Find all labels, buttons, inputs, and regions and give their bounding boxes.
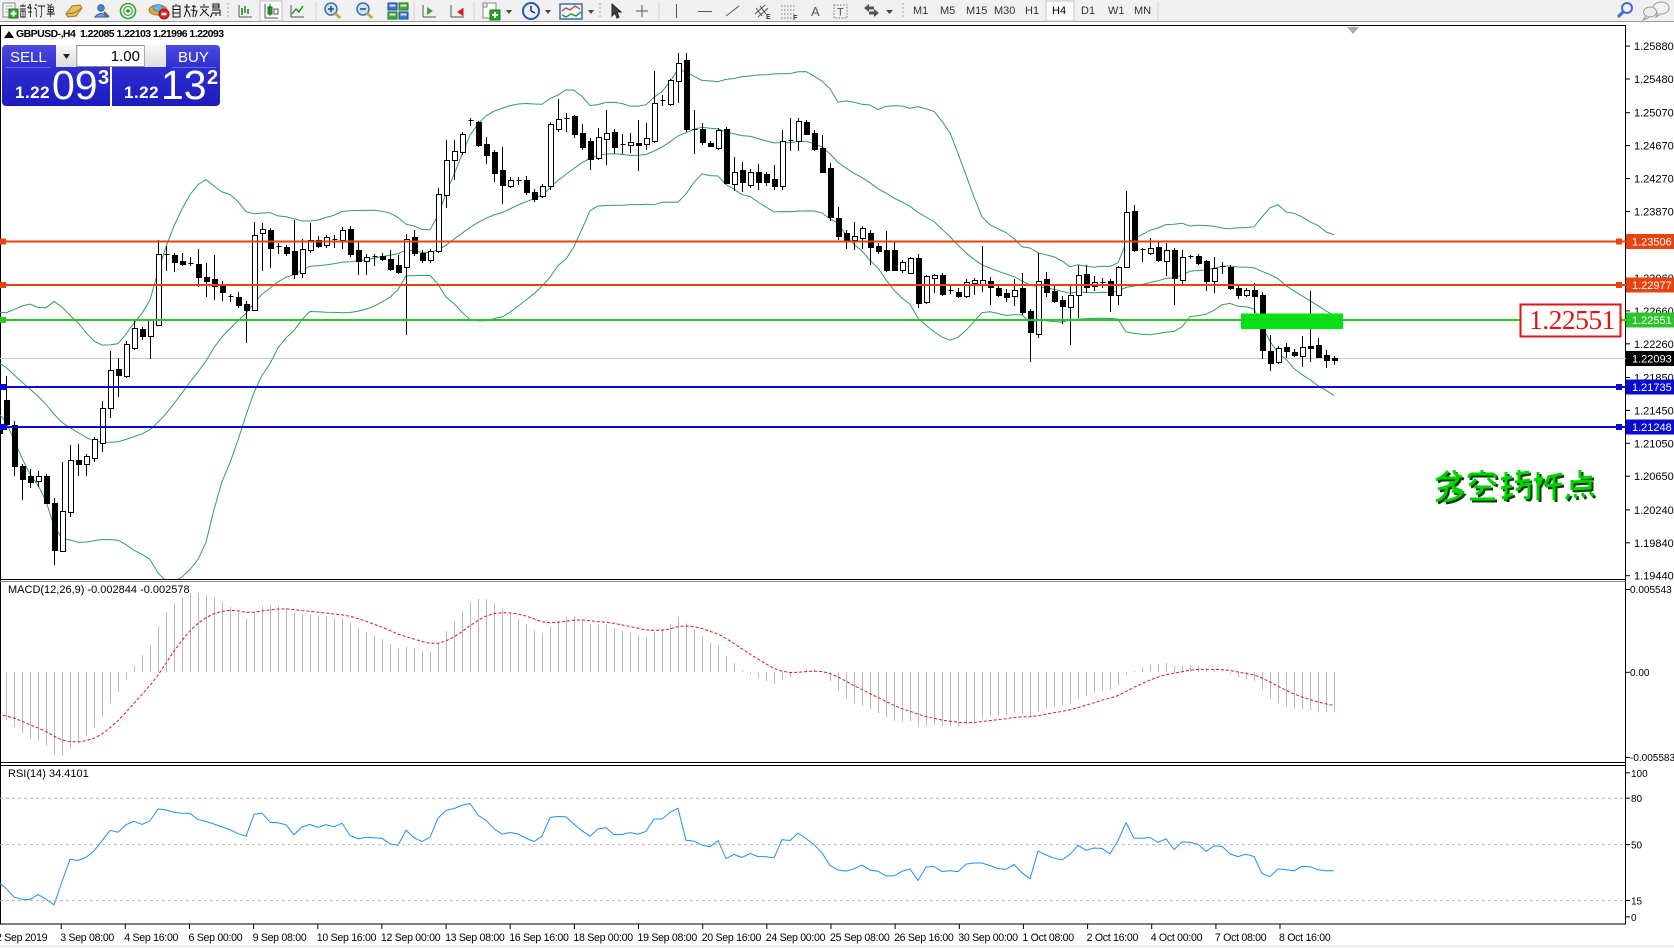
svg-text:1.19440: 1.19440: [1634, 571, 1674, 583]
svg-text:1.19840: 1.19840: [1634, 538, 1674, 550]
svg-text:7 Oct 08:00: 7 Oct 08:00: [1215, 932, 1267, 944]
svg-text:26 Sep 16:00: 26 Sep 16:00: [894, 932, 954, 944]
svg-text:1.25480: 1.25480: [1634, 74, 1674, 86]
svg-text:2 Oct 16:00: 2 Oct 16:00: [1087, 932, 1139, 944]
svg-text:0.005543: 0.005543: [1630, 585, 1672, 596]
svg-text:15: 15: [1631, 897, 1643, 908]
svg-text:1.23506: 1.23506: [1632, 237, 1672, 249]
svg-text:0: 0: [1631, 913, 1637, 924]
svg-text:1.22977: 1.22977: [1632, 280, 1672, 292]
svg-text:1.24270: 1.24270: [1634, 174, 1674, 186]
svg-text:1.25070: 1.25070: [1634, 108, 1674, 120]
svg-text:1.22551: 1.22551: [1529, 304, 1615, 335]
svg-text:1.22093: 1.22093: [1632, 354, 1672, 366]
svg-text:0.00: 0.00: [1630, 668, 1650, 679]
svg-text:19 Sep 08:00: 19 Sep 08:00: [638, 932, 698, 944]
svg-text:10 Sep 16:00: 10 Sep 16:00: [317, 932, 377, 944]
svg-text:1.22551: 1.22551: [1632, 315, 1672, 327]
svg-text:1.21248: 1.21248: [1632, 422, 1672, 434]
svg-text:3 Sep 08:00: 3 Sep 08:00: [60, 932, 114, 944]
svg-text:6 Sep 00:00: 6 Sep 00:00: [189, 932, 243, 944]
svg-text:50: 50: [1631, 841, 1643, 852]
svg-text:20 Sep 16:00: 20 Sep 16:00: [702, 932, 762, 944]
svg-text:2 Sep 2019: 2 Sep 2019: [0, 932, 48, 944]
svg-text:1.22260: 1.22260: [1634, 339, 1674, 351]
svg-text:8 Oct 16:00: 8 Oct 16:00: [1279, 932, 1331, 944]
svg-text:18 Sep 00:00: 18 Sep 00:00: [573, 932, 633, 944]
svg-text:F: F: [793, 15, 798, 22]
svg-text:1.23870: 1.23870: [1634, 206, 1674, 218]
svg-text:1.20240: 1.20240: [1634, 505, 1674, 517]
svg-text:1.24670: 1.24670: [1634, 141, 1674, 153]
svg-text:13 Sep 08:00: 13 Sep 08:00: [445, 932, 505, 944]
svg-text:E: E: [766, 14, 771, 21]
svg-text:1.21735: 1.21735: [1632, 382, 1672, 394]
svg-text:12 Sep 00:00: 12 Sep 00:00: [381, 932, 441, 944]
svg-text:4 Sep 16:00: 4 Sep 16:00: [124, 932, 178, 944]
svg-text:1.21450: 1.21450: [1634, 405, 1674, 417]
svg-text:4 Oct 00:00: 4 Oct 00:00: [1151, 932, 1203, 944]
svg-text:100: 100: [1631, 769, 1648, 780]
svg-text:16 Sep 16:00: 16 Sep 16:00: [509, 932, 569, 944]
svg-text:80: 80: [1631, 794, 1643, 805]
svg-text:1.21050: 1.21050: [1634, 438, 1674, 450]
svg-text:25 Sep 08:00: 25 Sep 08:00: [830, 932, 890, 944]
svg-text:30 Sep 00:00: 30 Sep 00:00: [958, 932, 1018, 944]
svg-text:T: T: [837, 7, 844, 19]
svg-text:1.20650: 1.20650: [1634, 471, 1674, 483]
svg-text:24 Sep 00:00: 24 Sep 00:00: [766, 932, 826, 944]
svg-text:A: A: [811, 4, 820, 19]
svg-text:1.25880: 1.25880: [1634, 41, 1674, 53]
svg-text:9 Sep 08:00: 9 Sep 08:00: [253, 932, 307, 944]
svg-text:-0.005583: -0.005583: [1630, 753, 1674, 764]
svg-text:1 Oct 08:00: 1 Oct 08:00: [1022, 932, 1074, 944]
